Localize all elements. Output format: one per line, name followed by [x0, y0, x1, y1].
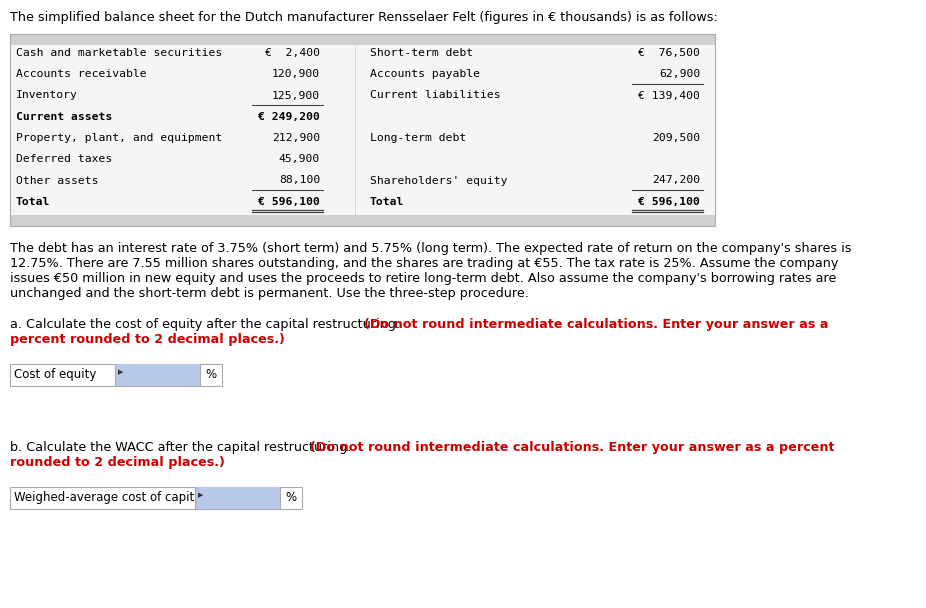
Text: 88,100: 88,100 — [279, 176, 320, 185]
Text: b. Calculate the WACC after the capital restructuring.: b. Calculate the WACC after the capital … — [10, 441, 356, 454]
Bar — [115, 364, 200, 386]
Text: %: % — [206, 368, 217, 381]
Bar — [10, 34, 715, 45]
Text: 212,900: 212,900 — [272, 133, 320, 143]
Text: 125,900: 125,900 — [272, 91, 320, 100]
Text: rounded to 2 decimal places.): rounded to 2 decimal places.) — [10, 456, 225, 469]
Text: 209,500: 209,500 — [652, 133, 700, 143]
Text: (Do not round intermediate calculations. Enter your answer as a percent: (Do not round intermediate calculations.… — [310, 441, 834, 454]
Text: 12.75%. There are 7.55 million shares outstanding, and the shares are trading at: 12.75%. There are 7.55 million shares ou… — [10, 257, 838, 270]
Text: Cash and marketable securities: Cash and marketable securities — [16, 48, 222, 58]
Text: a. Calculate the cost of equity after the capital restructuring.: a. Calculate the cost of equity after th… — [10, 318, 404, 331]
Text: Long-term debt: Long-term debt — [370, 133, 467, 143]
Bar — [10, 487, 302, 509]
Text: Accounts payable: Accounts payable — [370, 69, 480, 79]
Text: The debt has an interest rate of 3.75% (short term) and 5.75% (long term). The e: The debt has an interest rate of 3.75% (… — [10, 242, 852, 255]
Text: € 596,100: € 596,100 — [638, 197, 700, 207]
Text: (Do not round intermediate calculations. Enter your answer as a: (Do not round intermediate calculations.… — [364, 318, 829, 331]
Text: %: % — [285, 491, 296, 504]
Text: 45,900: 45,900 — [279, 154, 320, 164]
Text: Deferred taxes: Deferred taxes — [16, 154, 112, 164]
Text: 120,900: 120,900 — [272, 69, 320, 79]
Text: ▶: ▶ — [118, 369, 123, 375]
Bar — [10, 34, 715, 226]
Text: Cost of equity: Cost of equity — [14, 368, 96, 381]
Text: Current liabilities: Current liabilities — [370, 91, 501, 100]
Text: Total: Total — [370, 197, 405, 207]
Bar — [10, 364, 222, 386]
Text: € 139,400: € 139,400 — [638, 91, 700, 100]
Text: €  2,400: € 2,400 — [265, 48, 320, 58]
Text: 247,200: 247,200 — [652, 176, 700, 185]
Text: Current assets: Current assets — [16, 112, 112, 122]
Text: percent rounded to 2 decimal places.): percent rounded to 2 decimal places.) — [10, 333, 285, 346]
Bar — [195, 487, 280, 509]
Text: Property, plant, and equipment: Property, plant, and equipment — [16, 133, 222, 143]
Text: Total: Total — [16, 197, 50, 207]
Text: € 596,100: € 596,100 — [258, 197, 320, 207]
Text: Accounts receivable: Accounts receivable — [16, 69, 146, 79]
Text: Other assets: Other assets — [16, 176, 98, 185]
Text: ▶: ▶ — [198, 492, 204, 498]
Text: €  76,500: € 76,500 — [638, 48, 700, 58]
Bar — [10, 45, 715, 215]
Text: unchanged and the short-term debt is permanent. Use the three-step procedure.: unchanged and the short-term debt is per… — [10, 287, 529, 300]
Text: The simplified balance sheet for the Dutch manufacturer Rensselaer Felt (figures: The simplified balance sheet for the Dut… — [10, 11, 718, 24]
Text: 62,900: 62,900 — [658, 69, 700, 79]
Text: Weighed-average cost of capital: Weighed-average cost of capital — [14, 491, 205, 504]
Text: € 249,200: € 249,200 — [258, 112, 320, 122]
Text: Shareholders' equity: Shareholders' equity — [370, 176, 507, 185]
Text: issues €50 million in new equity and uses the proceeds to retire long-term debt.: issues €50 million in new equity and use… — [10, 272, 836, 285]
Text: Inventory: Inventory — [16, 91, 78, 100]
Bar — [10, 215, 715, 226]
Text: Short-term debt: Short-term debt — [370, 48, 473, 58]
